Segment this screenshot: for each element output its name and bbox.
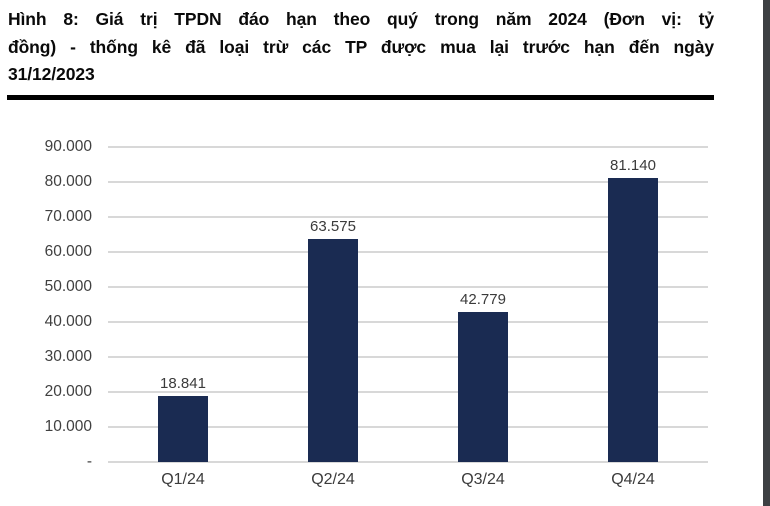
x-axis-label: Q1/24 [161, 471, 205, 488]
bar-chart: 90.000 80.000 70.000 60.000 50.000 40.000 30.0… [0, 125, 760, 500]
y-axis-tick-label: 50.000 [44, 278, 92, 295]
x-axis-label: Q4/24 [611, 471, 655, 488]
gridline [108, 426, 708, 428]
title-divider-rule [7, 95, 714, 100]
y-axis-tick-label: 30.000 [44, 348, 92, 365]
gridline [108, 356, 708, 358]
bar-value-label: 81.140 [610, 157, 656, 174]
figure-title-line-1: Hình 8: Giá trị TPDN đáo hạn theo quý tr… [8, 9, 714, 29]
gridline [108, 251, 708, 253]
bar [458, 312, 508, 462]
gridline [108, 146, 708, 148]
bar-value-label: 63.575 [310, 218, 356, 236]
figure-title: Hình 8: Giá trị TPDN đáo hạn theo quý tr… [8, 6, 714, 89]
y-axis-tick-label: 70.000 [44, 208, 92, 225]
y-axis-tick-label: 20.000 [44, 383, 92, 400]
y-axis-tick-label: 60.000 [44, 243, 92, 260]
x-axis-label: Q3/24 [461, 471, 505, 488]
page-right-border [763, 0, 770, 506]
y-axis-tick-label: 90.000 [44, 138, 92, 155]
y-axis-tick-label: 80.000 [44, 173, 92, 190]
gridline [108, 321, 708, 323]
gridline [108, 461, 708, 463]
gridline [108, 286, 708, 288]
bar [608, 178, 658, 462]
figure-title-line-3: 31/12/2023 [8, 64, 95, 84]
bar-value-label: 18.841 [160, 375, 206, 393]
y-axis-tick-label: 10.000 [44, 418, 92, 435]
x-axis-label: Q2/24 [311, 471, 355, 488]
gridline [108, 391, 708, 393]
bar [158, 396, 208, 462]
gridline [108, 216, 708, 218]
y-axis-tick-label: - [86, 453, 92, 470]
figure-title-line-2: đồng) - thống kê đã loại trừ các TP được… [8, 36, 714, 57]
bar-value-label: 42.779 [460, 291, 506, 309]
gridline [108, 181, 708, 183]
y-axis-tick-label: 40.000 [44, 313, 92, 330]
bar [308, 239, 358, 462]
